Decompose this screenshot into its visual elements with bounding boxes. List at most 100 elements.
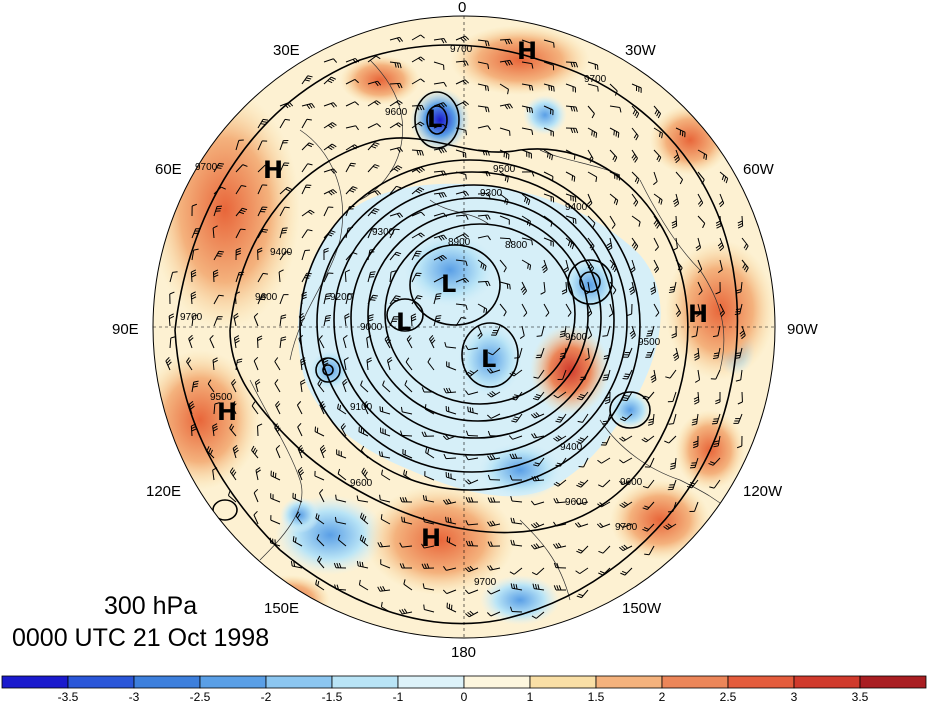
wind-barb (257, 294, 263, 305)
wind-barb (169, 337, 172, 349)
wind-barb-feather (290, 560, 293, 567)
wind-barb-feather (318, 335, 323, 340)
wind-barb-feather (298, 334, 304, 339)
wind-barb (584, 369, 589, 380)
wind-barb-feather (533, 464, 539, 467)
wind-barb-feather (520, 286, 525, 291)
wind-barb-feather (469, 370, 475, 374)
wind-barb-feather (234, 337, 240, 342)
wind-barb (602, 545, 611, 554)
wind-barb-feather (504, 176, 507, 182)
wind-barb-feather (591, 245, 595, 251)
wind-barb-feather (327, 146, 333, 151)
wind-barb-feather (443, 38, 447, 44)
wind-barb (697, 259, 703, 270)
wind-barb-feather (328, 191, 333, 196)
wind-barb-feather (191, 296, 197, 300)
wind-barb (477, 61, 488, 65)
wind-barb-feather (574, 522, 579, 528)
wind-barb (697, 171, 705, 181)
wind-barb-feather (235, 291, 241, 295)
wind-barb (301, 184, 307, 195)
wind-barb (228, 495, 237, 503)
wind-barb (253, 316, 259, 327)
wind-barb (380, 410, 391, 415)
wind-barb (672, 391, 677, 402)
wind-barb (424, 521, 435, 525)
wind-barb (675, 237, 678, 248)
wind-barb-feather (619, 480, 624, 485)
wind-barb (411, 56, 421, 63)
wind-barb-feather (297, 513, 301, 519)
wind-barb-feather (460, 37, 465, 42)
wind-barb-feather (361, 561, 364, 568)
lon-label-30e: 30E (273, 42, 300, 59)
wind-barb-feather (713, 442, 719, 445)
wind-barb (212, 359, 215, 371)
wind-barb (653, 237, 659, 248)
wind-barb (433, 123, 444, 129)
wind-barb-feather (734, 357, 740, 359)
wind-barb-feather (330, 230, 336, 233)
wind-barb (405, 361, 413, 371)
wind-barb-feather (257, 423, 263, 427)
wind-barb (579, 567, 589, 575)
wind-barb (253, 492, 259, 503)
wind-barb-feather (506, 283, 509, 289)
wind-barb-feather (694, 357, 700, 361)
wind-barb-feather (421, 150, 424, 156)
wind-barb (367, 272, 371, 283)
wind-barb-feather (629, 330, 635, 335)
wind-barb-feather (629, 288, 635, 293)
wind-barb-feather (421, 563, 425, 569)
wind-barb (323, 206, 329, 217)
wind-barb-feather (484, 106, 488, 113)
wind-barb-feather (576, 484, 582, 488)
wind-barb-feather (190, 405, 195, 410)
wind-barb-feather (623, 397, 629, 399)
wind-barb-feather (670, 462, 676, 465)
wind-barb-feather (392, 299, 398, 302)
wind-barb-feather (737, 401, 743, 405)
wind-barb (477, 235, 488, 239)
wind-barb-feather (487, 235, 491, 241)
wind-barb (406, 339, 413, 349)
wind-barb-feather (212, 423, 218, 427)
wind-barb-feather (280, 316, 286, 320)
wind-barb-feather (737, 223, 743, 227)
wind-barb-feather (713, 354, 719, 357)
wind-barb-feather (166, 359, 171, 364)
wind-barb-feather (720, 312, 725, 317)
wind-barb (257, 164, 266, 173)
wind-barb-feather (636, 113, 640, 119)
lon-label-150e: 150E (264, 600, 299, 617)
wind-barb-feather (553, 483, 559, 487)
wind-barb-feather (438, 148, 443, 154)
wind-barb-feather (401, 609, 406, 614)
wind-barb-feather (354, 79, 359, 84)
wind-barb (719, 193, 725, 204)
wind-barb-feather (570, 62, 574, 68)
wind-barb-feather (530, 500, 535, 506)
wind-barb (257, 140, 263, 151)
wind-barb (455, 127, 466, 131)
wind-barb-feather (339, 404, 342, 411)
wind-barb-feather (371, 145, 377, 149)
wind-barb-feather (436, 315, 442, 317)
wind-barb-feather (379, 541, 383, 547)
wind-barb (212, 470, 215, 481)
wind-barb-feather (399, 563, 403, 569)
wind-barb-feather (399, 63, 402, 69)
wind-barb-feather (741, 335, 746, 340)
lon-label-60w: 60W (743, 161, 775, 178)
wind-barb-feather (503, 267, 507, 273)
contour-label: 9600 (385, 107, 408, 118)
wind-barb-feather (319, 489, 324, 494)
wind-barb-feather (532, 583, 535, 589)
wind-barb-feather (587, 200, 592, 205)
wind-barb (455, 100, 466, 107)
wind-barb-feather (579, 481, 585, 485)
wind-barb (345, 57, 356, 63)
wind-barb-feather (443, 453, 447, 459)
